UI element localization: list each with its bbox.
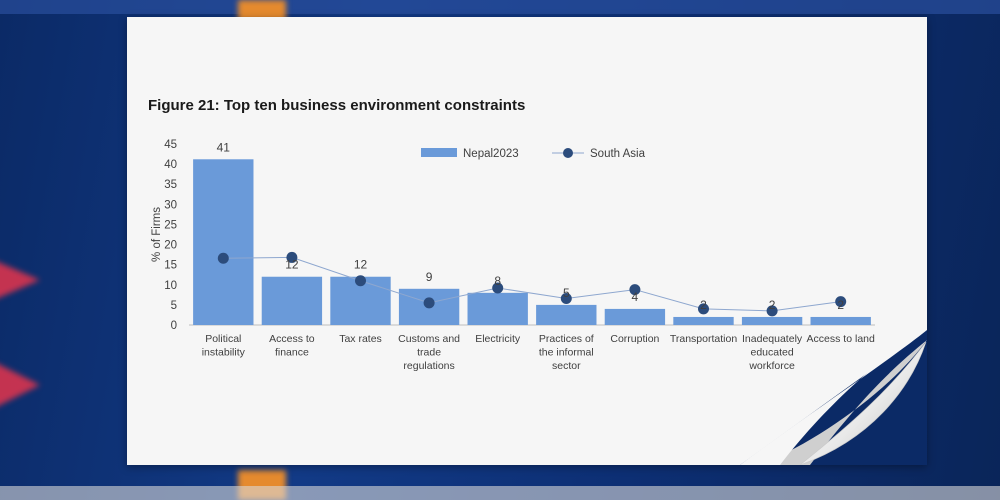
- south-asia-point: [835, 296, 847, 308]
- bar-data-label: 4: [632, 290, 639, 304]
- south-asia-point: [217, 252, 229, 264]
- bar-data-label: 2: [769, 298, 776, 312]
- x-category-label: Inadequately: [742, 333, 803, 345]
- y-tick-label: 40: [164, 159, 177, 171]
- bar: [741, 316, 803, 325]
- x-category-label: Transportation: [670, 333, 737, 345]
- south-asia-point: [629, 284, 641, 296]
- south-asia-point: [560, 292, 572, 304]
- chart-title: Figure 21: Top ten business environment …: [148, 97, 526, 114]
- y-tick-label: 10: [164, 280, 177, 292]
- x-category-label: Corruption: [610, 333, 659, 345]
- bar: [673, 316, 734, 325]
- x-category-label: sector: [552, 360, 581, 372]
- bar-data-label: 5: [563, 286, 570, 300]
- south-asia-point: [286, 251, 298, 263]
- x-category-label: Tax rates: [339, 333, 382, 345]
- bar-data-label: 9: [426, 270, 433, 284]
- x-category-label: Political: [205, 333, 241, 345]
- y-tick-label: 20: [164, 240, 177, 252]
- x-category-label: finance: [275, 347, 309, 359]
- bar-data-label: 2: [700, 298, 707, 312]
- paper-sheet: Figure 21: Top ten business environment …: [127, 17, 927, 465]
- bar-data-label: 12: [354, 258, 368, 272]
- bar-line-chart: 0 5 10 15 20 25 30 35 40 45 % of Firms 41 12 12 9 8 5 4 2 2…: [151, 139, 875, 372]
- legend-label-south-asia: South Asia: [590, 148, 646, 160]
- south-asia-point: [698, 303, 709, 315]
- bar-data-label: 8: [494, 274, 501, 288]
- south-asia-point: [423, 297, 435, 309]
- y-tick-label: 25: [164, 219, 177, 231]
- bar-data-label: 41: [217, 140, 231, 154]
- x-category-label: workforce: [748, 360, 795, 372]
- x-category-label: regulations: [403, 360, 454, 372]
- x-category-label: Practices of: [539, 333, 594, 345]
- bar: [604, 308, 666, 325]
- south-asia-point: [766, 305, 778, 317]
- bar: [467, 292, 528, 325]
- x-category-label: the informal: [539, 347, 594, 359]
- y-tick-label: 15: [164, 260, 177, 272]
- y-tick-label: 45: [164, 139, 177, 151]
- x-category-label: educated: [750, 347, 793, 359]
- background-red-arrow: [0, 350, 40, 420]
- x-category-label: instability: [202, 347, 246, 359]
- x-category-label: Access to land: [807, 333, 875, 345]
- bar: [810, 316, 871, 325]
- background-bottom-band: [0, 486, 1000, 500]
- x-category-label: trade: [417, 347, 441, 359]
- legend-marker-south-asia: [563, 148, 573, 158]
- legend-label-nepal2023: Nepal2023: [463, 148, 519, 160]
- south-asia-line: [223, 256, 841, 312]
- bar-data-label: 2: [837, 298, 844, 312]
- bar: [261, 276, 323, 325]
- y-tick-label: 35: [164, 179, 177, 191]
- legend-swatch-nepal2023: [421, 148, 457, 157]
- x-category-label: Customs and: [398, 333, 460, 345]
- y-axis-label: % of Firms: [151, 207, 163, 262]
- page-curl: [740, 330, 927, 465]
- bar: [536, 304, 597, 325]
- x-category-label: Electricity: [475, 333, 521, 345]
- y-tick-label: 5: [171, 300, 177, 312]
- south-asia-point: [355, 275, 366, 287]
- y-tick-label: 30: [164, 199, 177, 211]
- y-tick-label: 0: [171, 320, 177, 332]
- bar: [193, 159, 254, 325]
- x-category-label: Access to: [269, 333, 315, 345]
- background-orange-block: [238, 0, 286, 22]
- bar-data-label: 12: [285, 258, 299, 272]
- background-stripe: [0, 0, 1000, 14]
- background-red-arrow: [0, 250, 40, 310]
- south-asia-point: [492, 282, 504, 294]
